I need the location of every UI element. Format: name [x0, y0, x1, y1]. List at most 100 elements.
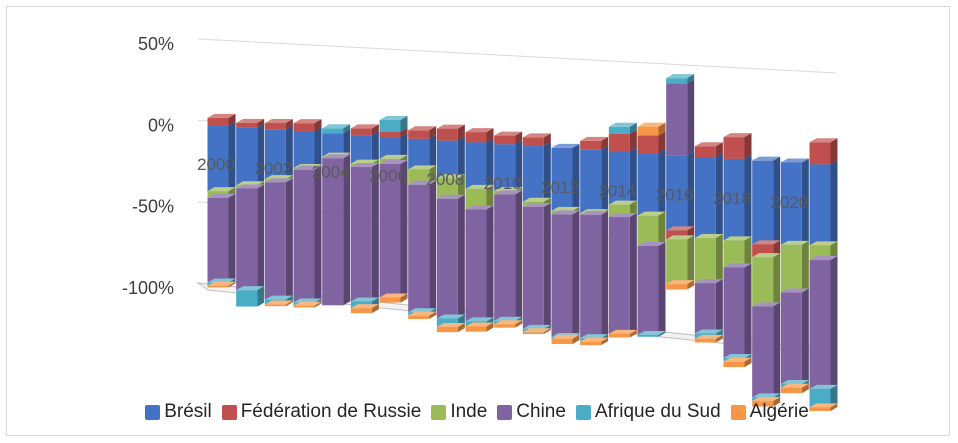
bar-segment — [580, 210, 609, 339]
bar-top — [809, 384, 838, 389]
bar-front — [551, 338, 573, 344]
bar-segment — [608, 329, 637, 338]
legend-swatch — [431, 404, 447, 420]
bar-segment — [637, 149, 666, 216]
bar-side — [314, 301, 322, 308]
bar-segment — [780, 158, 809, 245]
x-tick-label: 2016 — [656, 185, 694, 204]
bar-segment — [522, 328, 551, 335]
bar-segment — [666, 74, 695, 84]
bar-segment — [350, 163, 379, 302]
bar-front — [666, 83, 688, 156]
bar-side — [773, 302, 781, 398]
bar-top — [436, 314, 465, 319]
bar-segment — [637, 211, 666, 246]
bar-side — [543, 133, 551, 147]
bar-front — [465, 188, 487, 210]
bar-top — [694, 234, 723, 239]
bar-side — [400, 132, 408, 159]
bar-segment — [379, 293, 408, 303]
bar-segment — [264, 300, 293, 307]
bar-segment — [608, 213, 637, 334]
bar-side — [257, 123, 265, 186]
bar-side — [658, 241, 666, 336]
bar-side — [228, 121, 236, 192]
bar-top — [780, 288, 809, 293]
x-tick-label: 2012 — [541, 178, 579, 197]
bar-front — [551, 147, 573, 211]
bar-top — [408, 126, 437, 131]
bar-front — [408, 315, 430, 320]
bar-top — [408, 165, 437, 170]
bar-segment — [551, 143, 580, 211]
bar-side — [400, 127, 408, 137]
bar-side — [285, 125, 293, 180]
bar-segment — [694, 279, 723, 334]
bar-front — [694, 338, 716, 343]
bar-top — [809, 403, 838, 408]
bar-front — [436, 198, 458, 319]
bar-segment — [723, 133, 752, 159]
bar-front — [236, 188, 258, 291]
bar-side — [515, 320, 523, 328]
bar-front — [494, 135, 516, 145]
bar-side — [457, 124, 465, 141]
bar-front — [494, 194, 516, 321]
bar-side — [515, 131, 523, 145]
bar-top — [350, 297, 379, 302]
bar-side — [400, 293, 408, 303]
bar-side — [285, 119, 293, 130]
bar-top — [666, 235, 695, 240]
bar-top — [752, 393, 781, 398]
bar-segment — [723, 263, 752, 359]
bar-top — [207, 278, 236, 283]
bar-segment — [723, 357, 752, 368]
bar-segment — [809, 138, 838, 165]
bar-top — [780, 240, 809, 245]
bar-segment — [408, 311, 437, 320]
bar-top — [236, 184, 265, 189]
bar-front — [207, 125, 229, 192]
bar-side — [343, 124, 351, 134]
bar-top — [236, 181, 265, 186]
bar-side — [773, 397, 781, 407]
bar-side — [658, 131, 666, 154]
bar-front — [809, 260, 831, 389]
bar-top — [293, 119, 322, 124]
bar-front — [666, 155, 688, 231]
bar-segment — [694, 334, 723, 343]
legend-swatch — [497, 404, 513, 420]
y-axis-ticks: 50% 0% -50% -100% — [122, 34, 174, 298]
bar-side — [601, 136, 609, 150]
bar-front — [207, 197, 229, 283]
bar-top — [465, 322, 494, 327]
bar-side — [429, 134, 437, 170]
bar-front — [580, 140, 602, 150]
bar-segment — [408, 134, 437, 170]
bar-top — [379, 159, 408, 164]
bar-side — [773, 156, 781, 245]
bar-side — [343, 154, 351, 306]
bar-side — [830, 138, 838, 165]
bar-side — [830, 403, 838, 412]
bar-front — [809, 388, 831, 408]
bar-front — [637, 215, 659, 246]
bar-segment — [264, 178, 293, 300]
bar-side — [429, 311, 437, 320]
legend-item: Fédération de Russie — [221, 401, 421, 423]
y-tick-label: 0% — [148, 115, 174, 135]
legend-label: Chine — [516, 401, 566, 422]
bar-side — [830, 384, 838, 408]
bar-top — [350, 163, 379, 168]
bar-segment — [694, 234, 723, 284]
bar-top — [809, 256, 838, 261]
bar-segment — [694, 142, 723, 158]
bar-top — [522, 197, 551, 202]
bar-front — [494, 144, 516, 191]
bar-segment — [809, 384, 838, 408]
legend-item: Inde — [431, 401, 487, 423]
bar-top — [780, 383, 809, 388]
bar-side — [801, 158, 809, 245]
y-tick-label: 50% — [138, 34, 174, 54]
bar-top — [580, 210, 609, 215]
